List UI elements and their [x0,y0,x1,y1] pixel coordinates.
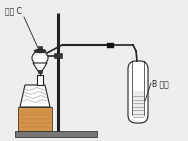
Bar [107,42,114,48]
Bar [54,53,62,58]
Polygon shape [20,85,50,107]
Text: B 溶液: B 溶液 [152,79,169,88]
FancyBboxPatch shape [128,61,148,123]
Polygon shape [37,75,43,85]
Bar [18,107,52,131]
Ellipse shape [34,49,46,53]
Text: 固体 C: 固体 C [5,6,22,15]
Polygon shape [133,91,143,117]
Bar [38,70,42,73]
Ellipse shape [32,51,48,65]
Bar [15,131,97,137]
Polygon shape [33,63,47,71]
Bar [38,46,42,51]
